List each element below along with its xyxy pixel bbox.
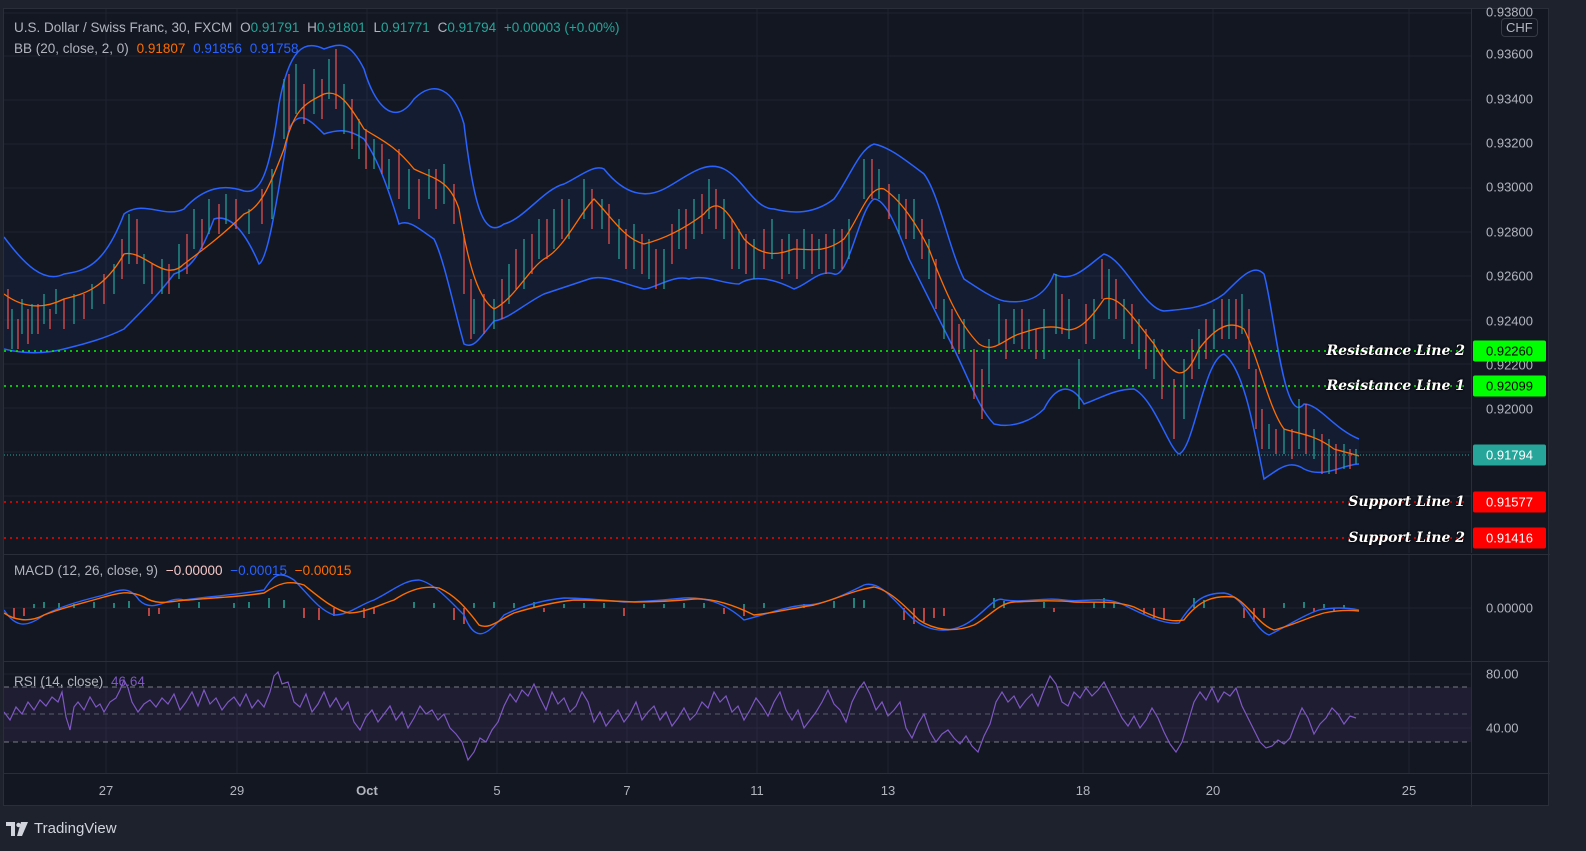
open-value: 0.91791 (250, 20, 300, 35)
rsi-legend[interactable]: RSI (14, close) 46.64 (14, 674, 149, 689)
time-tick: 13 (880, 783, 896, 798)
chart-frame: U.S. Dollar / Swiss Franc, 30, FXCM O0.9… (3, 5, 1550, 807)
macd-signal-line (4, 581, 1360, 631)
time-tick: 18 (1075, 783, 1091, 798)
time-tick: 29 (229, 783, 245, 798)
bb-upper-band (4, 44, 1360, 440)
macd-tick: 0.00000 (1486, 600, 1533, 616)
price-tick: 0.92000 (1486, 401, 1533, 417)
high-value: 0.91801 (316, 20, 366, 35)
resistance-line-2-label: Resistance Line 2 (1326, 343, 1465, 359)
macd-label: MACD (12, 26, close, 9) (14, 563, 159, 578)
symbol-title: U.S. Dollar / Swiss Franc, 30, FXCM (14, 20, 233, 35)
rsi-chart-canvas[interactable] (4, 662, 1471, 774)
macd-axis[interactable]: 0.00000 (1471, 554, 1550, 662)
bb-lower-band (4, 117, 1360, 481)
time-tick: 7 (623, 783, 631, 798)
resistance-1-price-tag: 0.92099 (1473, 375, 1546, 397)
symbol-legend[interactable]: U.S. Dollar / Swiss Franc, 30, FXCM O0.9… (14, 20, 620, 35)
support-line-1-label: Support Line 1 (1348, 494, 1465, 510)
rsi-value: 46.64 (111, 674, 145, 689)
price-pane[interactable]: U.S. Dollar / Swiss Franc, 30, FXCM O0.9… (4, 9, 1471, 553)
rsi-pane[interactable]: RSI (14, close) 46.64 (4, 661, 1471, 774)
tradingview-brand: TradingView (34, 820, 117, 837)
axis-corner (1471, 773, 1550, 807)
close-value: 0.91794 (447, 20, 497, 35)
price-tick: 0.92800 (1486, 224, 1533, 240)
price-tick: 0.93800 (1486, 4, 1533, 20)
time-tick: 27 (98, 783, 114, 798)
time-axis[interactable]: 27 29 Oct 5 7 11 13 18 20 25 (4, 773, 1471, 807)
time-tick: 25 (1401, 783, 1417, 798)
rsi-tick: 40.00 (1486, 720, 1519, 736)
support-1-price-tag: 0.91577 (1473, 491, 1546, 513)
macd-legend[interactable]: MACD (12, 26, close, 9) −0.00000 −0.0001… (14, 563, 355, 578)
price-tick: 0.92400 (1486, 313, 1533, 329)
price-tick: 0.93000 (1486, 179, 1533, 195)
price-tick: 0.93200 (1486, 135, 1533, 151)
rsi-axis[interactable]: 80.00 40.00 (1471, 661, 1550, 774)
currency-badge[interactable]: CHF (1501, 18, 1538, 37)
price-axis[interactable]: 0.93800 CHF 0.93600 0.93400 0.93200 0.93… (1471, 5, 1550, 553)
bb-label: BB (20, close, 2, 0) (14, 41, 129, 56)
resistance-line-1-label: Resistance Line 1 (1326, 378, 1465, 394)
macd-signal-value: −0.00015 (294, 563, 352, 578)
price-chart-canvas[interactable] (4, 9, 1471, 553)
macd-histogram (13, 598, 1345, 624)
macd-histogram-value: −0.00000 (165, 563, 223, 578)
macd-line (4, 574, 1360, 636)
tradingview-logo-icon (6, 821, 28, 836)
macd-value: −0.00015 (230, 563, 287, 578)
price-tick: 0.92600 (1486, 268, 1533, 284)
macd-pane[interactable]: MACD (12, 26, close, 9) −0.00000 −0.0001… (4, 554, 1471, 662)
bb-upper-value: 0.91856 (193, 41, 242, 56)
candlesticks (7, 49, 1357, 474)
bb-basis-value: 0.91807 (136, 41, 186, 56)
bb-lower-value: 0.91758 (249, 41, 299, 56)
rsi-tick: 80.00 (1486, 666, 1519, 682)
time-tick: 20 (1205, 783, 1221, 798)
rsi-line (4, 670, 1357, 762)
bb-fill (4, 45, 1359, 479)
support-line-2-label: Support Line 2 (1348, 530, 1465, 546)
time-tick-month: Oct (356, 783, 378, 798)
resistance-2-price-tag: 0.92260 (1473, 340, 1546, 362)
rsi-label: RSI (14, close) (14, 674, 104, 689)
support-2-price-tag: 0.91416 (1473, 527, 1546, 549)
price-tick: 0.93400 (1486, 91, 1533, 107)
tradingview-watermark[interactable]: TradingView (6, 820, 117, 837)
bb-legend[interactable]: BB (20, close, 2, 0) 0.91807 0.91856 0.9… (14, 41, 303, 56)
time-tick: 5 (493, 783, 501, 798)
low-value: 0.91771 (381, 20, 430, 35)
change-value: +0.00003 (+0.00%) (503, 20, 620, 35)
price-tick: 0.93600 (1486, 46, 1533, 62)
last-price-tag: 0.91794 (1473, 444, 1546, 466)
time-tick: 11 (750, 783, 764, 798)
macd-chart-canvas[interactable] (4, 555, 1471, 662)
